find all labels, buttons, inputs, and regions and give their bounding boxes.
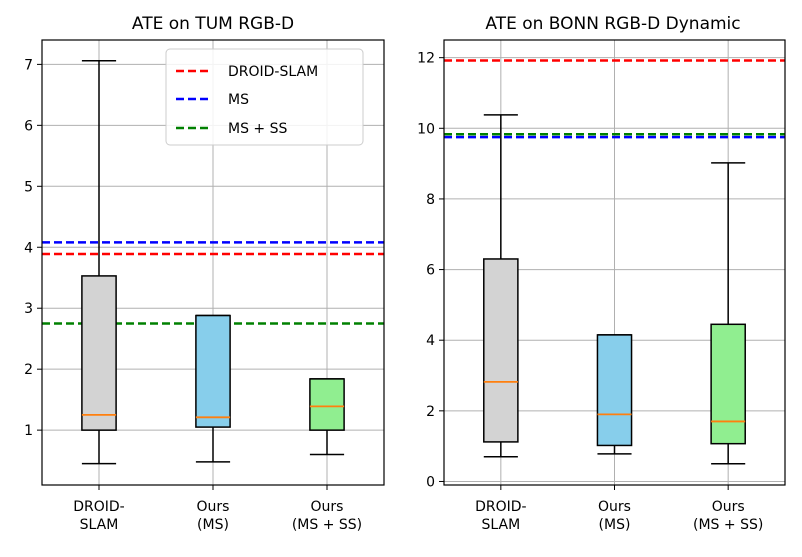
tum-panel: ATE on TUM RGB-D 1234567DROID-SLAMOurs(M… [24, 14, 385, 533]
bonn-category-label: DROID- [475, 499, 527, 515]
tum-category-label: DROID- [73, 499, 125, 515]
tum-y-tick-label: 1 [24, 423, 33, 439]
tum-category-label: Ours [311, 499, 344, 515]
bonn-plot-area: 0 2 4 6 8 10 12 DROID- SLAM Ours (MS) Ours (MS + SS) [417, 39, 786, 533]
bonn-category-label: Ours [712, 499, 745, 515]
tum-y-tick-label: 2 [24, 362, 33, 378]
tum-axes-frame [41, 39, 385, 486]
tum-y-tick-label: 4 [24, 240, 33, 256]
tum-box-2-iqr-rect [309, 378, 345, 431]
bonn-box-0-iqr-rect [483, 258, 519, 443]
bonn-box-2-iqr-rect [710, 323, 746, 445]
bonn-category-label: SLAM [481, 517, 520, 533]
bonn-y-tick-label: 0 [426, 474, 435, 490]
tum-y-tick-label: 3 [24, 301, 33, 317]
tum-y-tick-label: 5 [24, 179, 33, 195]
legend-frame [165, 48, 364, 146]
bonn-category-label: (MS + SS) [693, 517, 763, 533]
bonn-category-label: (MS) [599, 517, 631, 533]
tum-legend: DROID-SLAM MS MS + SS [165, 48, 364, 146]
bonn-y-tick-label: 10 [417, 121, 435, 137]
bonn-panel: ATE on BONN RGB-D Dynamic 0 2 4 6 8 10 12 DROID… [417, 14, 786, 533]
bonn-y-tick-label: 4 [426, 333, 435, 349]
tum-box-1-iqr-rect [195, 314, 231, 428]
tum-category-label: (MS) [197, 517, 229, 533]
bonn-chart-title: ATE on BONN RGB-D Dynamic [485, 14, 740, 34]
bonn-y-tick-label: 6 [426, 263, 435, 279]
tum-category-label: (MS + SS) [292, 517, 362, 533]
tum-category-label: SLAM [80, 517, 119, 533]
bonn-y-tick-label: 12 [417, 51, 435, 67]
bonn-y-tick-label: 2 [426, 404, 435, 420]
tum-y-tick-label: 7 [24, 57, 33, 73]
tum-box-0-iqr-rect [81, 275, 117, 431]
tum-category-label: Ours [197, 499, 230, 515]
legend-label-ms: MS [228, 92, 249, 108]
bonn-axes-frame [443, 39, 786, 486]
tum-chart-title: ATE on TUM RGB-D [132, 14, 294, 34]
legend-label-droid-slam: DROID-SLAM [228, 64, 318, 80]
bonn-category-label: Ours [598, 499, 631, 515]
legend-label-ms-ss: MS + SS [228, 121, 287, 137]
bonn-box-1-iqr-rect [596, 334, 633, 447]
tum-y-tick-label: 6 [24, 118, 33, 134]
bonn-y-tick-label: 8 [426, 192, 435, 208]
